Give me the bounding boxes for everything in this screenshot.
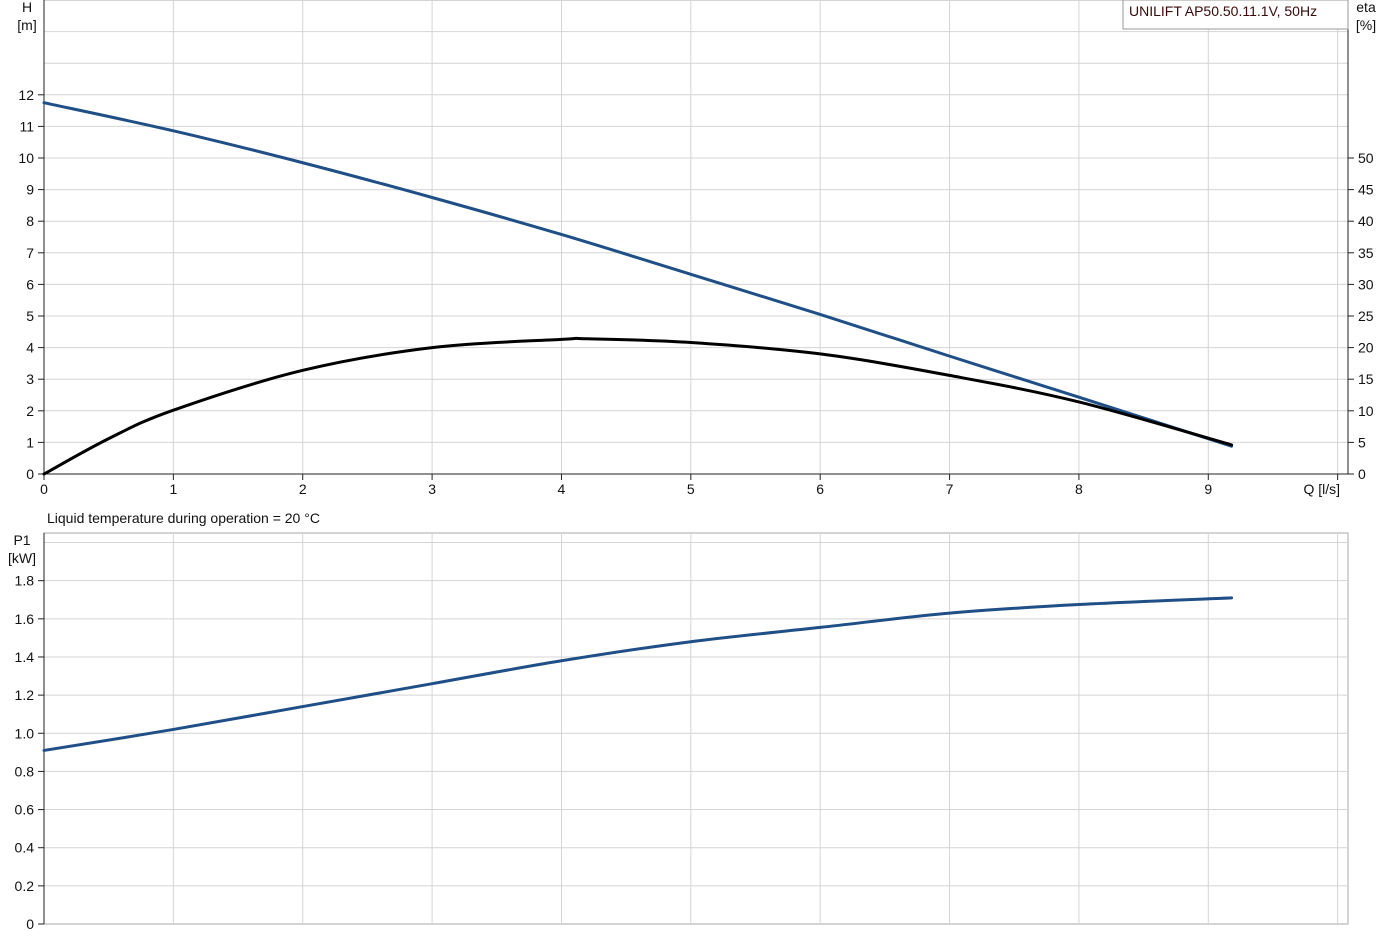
y2-tick-label: 25 [1358,308,1374,324]
y-tick-label: 1.8 [15,573,35,589]
y-tick-label: 0.6 [15,802,35,818]
y2-tick-label: 50 [1358,150,1374,166]
y-tick-label: 4 [26,340,34,356]
x-tick-label: 4 [558,481,566,497]
x-tick-label: 1 [169,481,177,497]
x-tick-label: 2 [299,481,307,497]
h-axis-unit: [m] [17,17,36,33]
y-tick-label: 1.2 [15,687,35,703]
y-tick-label: 1.0 [15,725,35,741]
legend-box [1122,0,1349,30]
p1-axis-unit: [kW] [8,550,36,566]
y2-tick-label: 35 [1358,245,1374,261]
x-tick-label: 0 [40,481,48,497]
y2-tick-label: 5 [1358,434,1366,450]
y-tick-label: 2 [26,403,34,419]
h-axis-label: H [22,0,32,15]
y2-tick-label: 45 [1358,182,1374,198]
y-tick-label: 11 [19,118,34,134]
y2-tick-label: 0 [1358,466,1366,482]
eta-axis-label: eta [1356,0,1376,15]
y-tick-label: 1.6 [15,611,35,627]
y2-tick-label: 10 [1358,403,1374,419]
y-tick-label: 1 [26,434,34,450]
y-tick-label: 0.2 [15,878,35,894]
x-tick-label: 3 [428,481,436,497]
p1-axis-label: P1 [13,532,30,548]
y-tick-label: 10 [18,150,34,166]
y2-tick-label: 15 [1358,371,1374,387]
plot-area [43,0,1349,475]
x-tick-label: 9 [1204,481,1212,497]
legend-entry: UNILIFT AP50.50.11.1V, 50Hz [1129,3,1317,19]
y-tick-label: 0.8 [15,763,35,779]
temperature-note: Liquid temperature during operation = 20… [47,510,320,526]
y-tick-label: 0 [26,916,34,932]
x-tick-label: 8 [1075,481,1083,497]
y-tick-label: 9 [26,182,34,198]
y-tick-label: 0.4 [15,840,35,856]
y2-tick-label: 30 [1358,276,1374,292]
y-tick-label: 0 [26,466,34,482]
y-tick-label: 6 [26,276,34,292]
y-tick-label: 1.4 [15,649,35,665]
plot-area [43,532,1349,925]
x-tick-label: 6 [816,481,824,497]
y-tick-label: 8 [26,213,34,229]
y-tick-label: 3 [26,371,34,387]
y-tick-label: 5 [26,308,34,324]
series-line-eta [42,336,1234,476]
q-axis-label: Q [l/s] [1303,481,1340,497]
x-tick-label: 5 [687,481,695,497]
series-line-H [42,101,1234,448]
x-tick-label: 7 [946,481,954,497]
y2-tick-label: 20 [1358,340,1374,356]
y-tick-label: 7 [26,245,34,261]
y2-tick-label: 40 [1358,213,1374,229]
y-tick-label: 12 [18,87,34,103]
eta-axis-unit: [%] [1356,17,1376,33]
series-line-P1 [42,596,1234,752]
